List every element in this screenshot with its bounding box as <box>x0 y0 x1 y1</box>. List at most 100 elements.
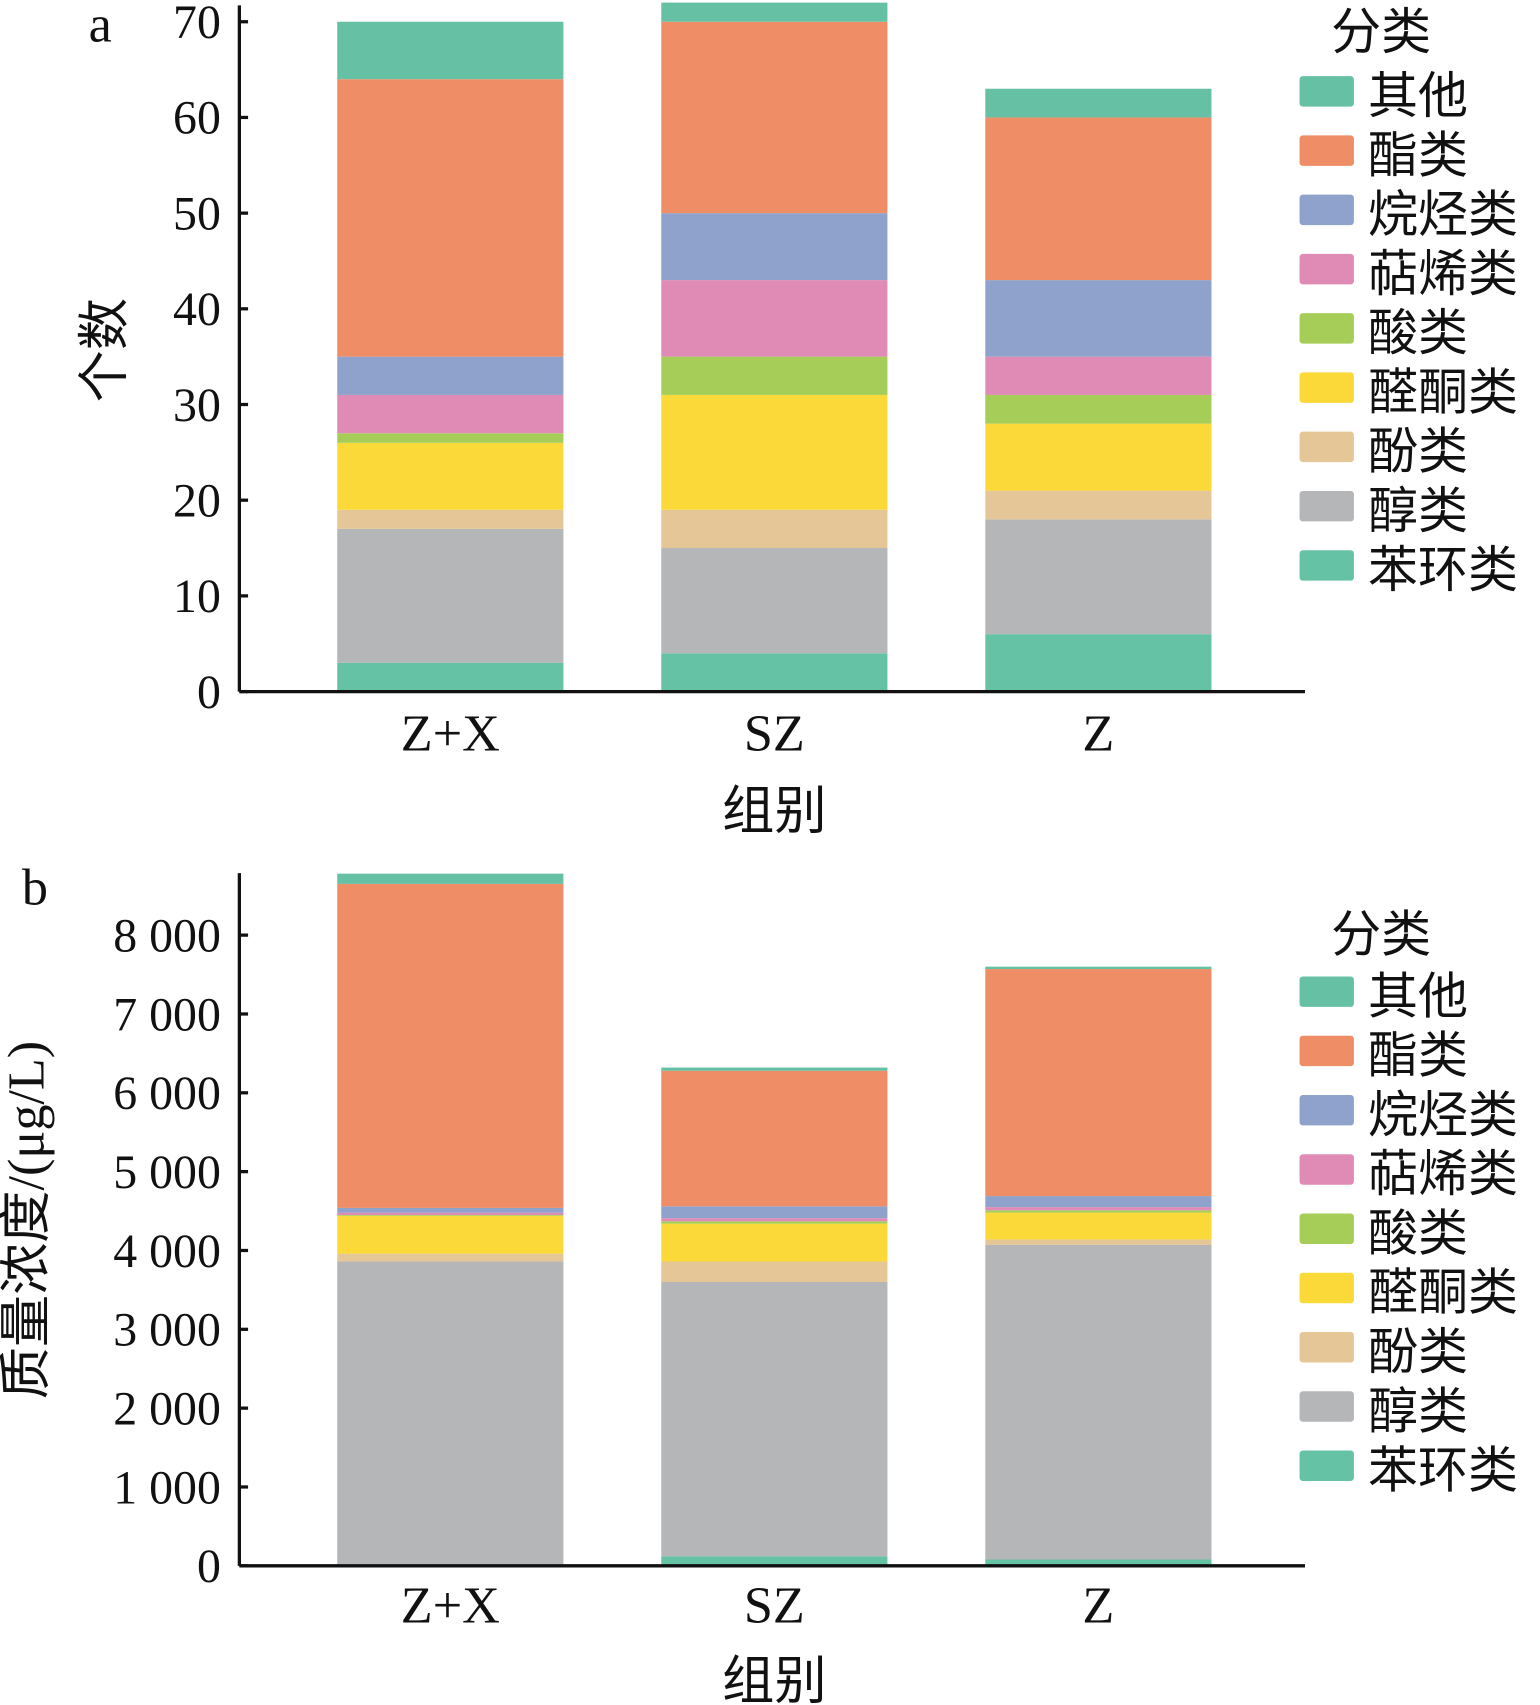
y-tick-label: 4 000 <box>113 1225 221 1278</box>
y-tick-label: 10 <box>173 570 221 623</box>
legend-item-label: 醇类 <box>1368 483 1468 539</box>
bar-segment-SZ-其他 <box>661 1067 888 1071</box>
bar-segment-Z-烷烃类 <box>985 280 1212 357</box>
legend-swatch-醇类 <box>1299 1391 1354 1422</box>
legend-swatch-醛酮类 <box>1299 1272 1354 1304</box>
bar-segment-Z+X-萜烯类 <box>337 1212 564 1216</box>
bar-segment-Z-萜烯类 <box>985 356 1212 395</box>
bar-segment-SZ-酯类 <box>661 21 888 214</box>
y-tick-label: 0 <box>197 666 221 719</box>
bar-segment-Z-烷烃类 <box>985 1196 1212 1208</box>
legend-title: 分类 <box>1331 906 1431 962</box>
bar-segment-SZ-萜烯类 <box>661 280 888 357</box>
bar-segment-Z+X-醛酮类 <box>337 1215 564 1254</box>
legend-item-label: 醛酮类 <box>1368 364 1518 420</box>
legend-item-label: 萜烯类 <box>1368 1146 1518 1202</box>
legend-swatch-烷烃类 <box>1299 1094 1354 1126</box>
panel-a-count-chart: a 个数 组别 分类 Z+X SZ Z 0 10 20 30 40 50 60 70 其他酯类烷烃类萜… <box>76 0 1518 841</box>
bar-segment-SZ-萜烯类 <box>661 1218 888 1222</box>
y-tick-label: 0 <box>197 1540 221 1593</box>
legend-swatch-烷烃类 <box>1299 194 1354 226</box>
legend-item-label: 苯环类 <box>1368 1443 1518 1499</box>
legend-swatch-苯环类 <box>1299 1450 1354 1482</box>
legend-swatch-酯类 <box>1299 135 1354 166</box>
bar-segment-Z+X-其他 <box>337 21 564 80</box>
bar-segment-Z+X-酯类 <box>337 883 564 1208</box>
x-tick-label: Z+X <box>401 704 500 762</box>
bar-segment-Z+X-醛酮类 <box>337 442 564 510</box>
y-tick-label: 60 <box>173 92 221 145</box>
x-tick-label: SZ <box>744 1576 805 1634</box>
legend-item-label: 其他 <box>1368 968 1468 1024</box>
y-tick-label: 5 000 <box>113 1146 221 1199</box>
legend-swatch-酚类 <box>1299 431 1354 463</box>
bar-segment-SZ-酚类 <box>661 1261 888 1283</box>
bar-segment-SZ-其他 <box>661 2 888 22</box>
x-axis-label: 组别 <box>722 1652 826 1705</box>
panel-label: b <box>22 859 48 917</box>
bar-segment-Z+X-萜烯类 <box>337 394 564 434</box>
bar-segment-SZ-烷烃类 <box>661 1206 888 1219</box>
x-tick-label: SZ <box>744 704 805 762</box>
legend-item-label: 酚类 <box>1368 1324 1468 1380</box>
legend-swatch-醇类 <box>1299 490 1354 522</box>
legend-swatch-醛酮类 <box>1299 372 1354 403</box>
legend-item-label: 酸类 <box>1368 1205 1468 1261</box>
legend-swatch-酯类 <box>1299 1035 1354 1067</box>
bar-segment-Z-醇类 <box>985 1244 1212 1560</box>
bar-segment-SZ-酸类 <box>661 1221 888 1224</box>
panel-label: a <box>89 0 112 53</box>
bar-segment-SZ-苯环类 <box>661 653 888 692</box>
bar-segment-Z-其他 <box>985 88 1212 118</box>
legend-swatch-其他 <box>1299 976 1354 1007</box>
bar-segment-SZ-醛酮类 <box>661 394 888 510</box>
legend-item-label: 烷烃类 <box>1368 1087 1518 1143</box>
bar-segment-Z+X-苯环类 <box>337 662 564 692</box>
y-tick-label: 6 000 <box>113 1067 221 1120</box>
legend-item-label: 醇类 <box>1368 1383 1468 1439</box>
legend-swatch-酸类 <box>1299 313 1354 344</box>
y-tick-label: 1 000 <box>113 1461 221 1514</box>
legend-item-label: 酸类 <box>1368 305 1468 361</box>
bar-segment-Z-酯类 <box>985 969 1212 1197</box>
bar-segment-Z-醇类 <box>985 519 1212 635</box>
y-tick-label: 8 000 <box>113 909 221 962</box>
bar-segment-SZ-酯类 <box>661 1070 888 1207</box>
bar-segment-Z-醛酮类 <box>985 1212 1212 1240</box>
legend-swatch-其他 <box>1299 76 1354 107</box>
legend-item-label: 酯类 <box>1368 127 1468 183</box>
bar-segment-Z+X-酸类 <box>337 433 564 443</box>
bar-segment-SZ-醇类 <box>661 548 888 654</box>
bar-segment-Z+X-酚类 <box>337 1253 564 1262</box>
legend-item-label: 萜烯类 <box>1368 246 1518 302</box>
bar-segment-Z-苯环类 <box>985 1559 1212 1566</box>
y-tick-label: 7 000 <box>113 988 221 1041</box>
bar-segment-Z-苯环类 <box>985 634 1212 692</box>
legend-swatch-酸类 <box>1299 1213 1354 1244</box>
bar-segment-Z+X-酚类 <box>337 509 564 529</box>
x-tick-label: Z <box>1082 1576 1114 1634</box>
legend-item-label: 酚类 <box>1368 424 1468 480</box>
bar-segment-Z-酸类 <box>985 394 1212 424</box>
legend-swatch-苯环类 <box>1299 550 1354 581</box>
bar-segment-SZ-苯环类 <box>661 1556 888 1566</box>
bar-segment-SZ-酚类 <box>661 509 888 549</box>
y-axis-label: 个数 <box>76 298 134 402</box>
y-tick-label: 30 <box>173 379 221 432</box>
bar-segment-Z-酚类 <box>985 490 1212 520</box>
panel-b-concentration-chart: b 质量浓度/(μg/L) 组别 分类 Z+X SZ Z 0 1 000 2 000 3 0… <box>0 859 1518 1705</box>
bar-segment-Z-醛酮类 <box>985 423 1212 491</box>
bar-segment-Z+X-烷烃类 <box>337 1207 564 1213</box>
y-tick-label: 50 <box>173 187 221 240</box>
y-tick-label: 40 <box>173 283 221 336</box>
y-tick-label: 3 000 <box>113 1304 221 1357</box>
bar-segment-Z+X-烷烃类 <box>337 356 564 395</box>
bar-segment-Z+X-醇类 <box>337 1261 564 1565</box>
bar-segment-Z+X-其他 <box>337 873 564 884</box>
x-axis-label: 组别 <box>722 783 826 841</box>
y-tick-label: 2 000 <box>113 1382 221 1435</box>
bar-segment-Z-酸类 <box>985 1210 1212 1213</box>
bar-segment-SZ-醇类 <box>661 1282 888 1557</box>
x-tick-label: Z <box>1082 704 1114 762</box>
